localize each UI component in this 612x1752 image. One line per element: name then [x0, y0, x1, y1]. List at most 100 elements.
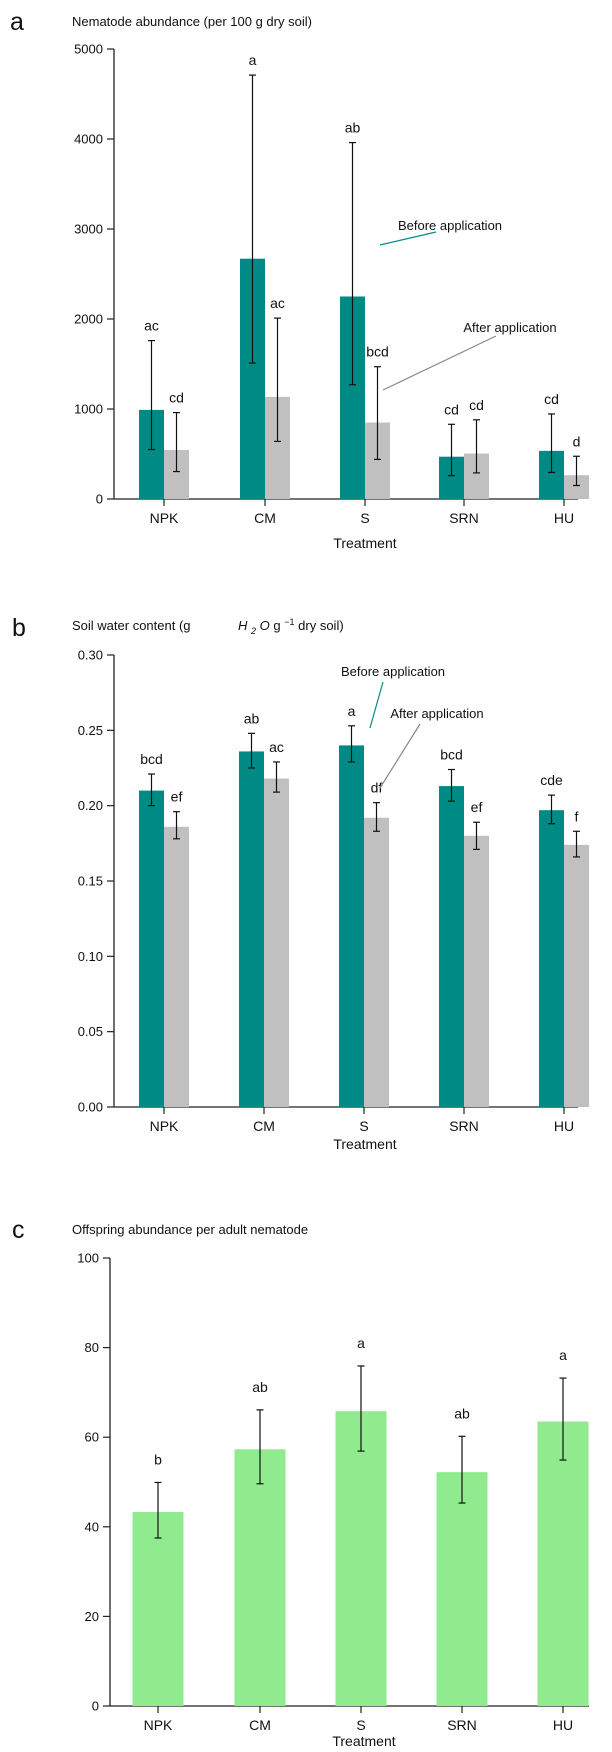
x-tick-label: CM: [254, 510, 276, 526]
y-tick-label: 0: [92, 1699, 99, 1714]
panel-a-title: Nematode abundance (per 100 g dry soil): [72, 14, 312, 29]
bar: [339, 745, 364, 1107]
y-tick-label: 0.25: [78, 723, 103, 738]
significance-letter: bcd: [140, 751, 163, 767]
y-tick-label: 60: [85, 1430, 99, 1445]
x-tick-label: SRN: [447, 1717, 477, 1733]
significance-letter: a: [348, 703, 356, 719]
bar: [436, 1472, 488, 1706]
x-tick-label: HU: [553, 1717, 573, 1733]
panel-b-title: Soil water content (g H 2 O g −1 dry soi…: [72, 613, 344, 637]
y-tick-label: 1000: [74, 402, 103, 417]
x-tick-label: SRN: [449, 510, 479, 526]
annotation-callout-line: [379, 231, 437, 246]
panel-c-plot: 0 20 40 60 80 100 NPK CM S SRN HU b ab a ab a: [77, 1251, 589, 1733]
y-tick-label: 40: [85, 1519, 99, 1534]
y-tick-label: 0.10: [78, 949, 103, 964]
panel-b-title-formula-tail: O: [260, 618, 270, 633]
significance-letter: a: [249, 52, 257, 68]
panel-b-xlabel: Treatment: [333, 1136, 396, 1152]
significance-letter: ac: [270, 295, 285, 311]
significance-letter: cd: [169, 390, 184, 406]
annotation-callout-line: [379, 723, 421, 789]
y-tick-label: 80: [85, 1340, 99, 1355]
panel-b-plot: 0.00 0.05 0.10 0.15 0.20 0.25 0.30 NPK CM S SRN HU b…: [78, 648, 589, 1134]
y-tick-label: 0.00: [78, 1100, 103, 1115]
bar: [464, 835, 489, 1107]
bar: [139, 790, 164, 1107]
x-tick-label: NPK: [150, 510, 179, 526]
significance-letter: ab: [244, 710, 260, 726]
panel-b-title-unit: g: [273, 618, 280, 633]
significance-letter: ac: [144, 318, 159, 334]
y-tick-label: 3000: [74, 222, 103, 237]
panel-c-label: c: [12, 1216, 25, 1244]
significance-letter: bcd: [440, 747, 463, 763]
panel-a: a Nematode abundance (per 100 g dry soil…: [10, 8, 589, 551]
significance-letter: bcd: [366, 344, 389, 360]
y-tick-label: 5000: [74, 42, 103, 57]
significance-letter: a: [559, 1347, 567, 1363]
panel-c-xlabel: Treatment: [332, 1733, 395, 1749]
bar: [239, 751, 264, 1107]
panel-b-title-exponent: −1: [284, 617, 294, 627]
x-tick-label: S: [356, 1717, 365, 1733]
bar: [234, 1449, 286, 1706]
y-tick-label: 0: [96, 492, 103, 507]
panel-b-title-formula: H: [238, 618, 248, 633]
panel-b-annotation-before: Before application: [341, 664, 445, 679]
y-tick-label: 0.20: [78, 798, 103, 813]
x-tick-label: S: [359, 1118, 368, 1134]
bar: [564, 844, 589, 1107]
significance-letter: cd: [444, 401, 459, 417]
panel-b-label: b: [12, 614, 26, 642]
x-tick-label: HU: [554, 510, 574, 526]
x-tick-label: HU: [554, 1118, 574, 1134]
significance-letter: a: [357, 1335, 365, 1351]
significance-letter: ab: [454, 1405, 470, 1421]
panel-b: b Soil water content (g H 2 O g −1 dry s…: [12, 613, 589, 1152]
x-tick-label: NPK: [144, 1717, 173, 1733]
bar: [539, 810, 564, 1107]
panel-a-annotation-before: Before application: [398, 218, 502, 233]
panel-b-annotation-after: After application: [390, 706, 483, 721]
significance-letter: d: [573, 433, 581, 449]
x-tick-label: NPK: [150, 1118, 179, 1134]
bar: [537, 1421, 589, 1706]
x-tick-label: S: [360, 510, 369, 526]
significance-letter: ef: [171, 789, 183, 805]
y-tick-label: 20: [85, 1609, 99, 1624]
panel-b-title-end: dry soil): [298, 618, 344, 633]
bar: [439, 786, 464, 1107]
y-tick-label: 2000: [74, 312, 103, 327]
annotation-callout-line: [382, 335, 497, 391]
panel-a-annotation-after: After application: [463, 320, 556, 335]
significance-letter: ab: [345, 120, 361, 136]
y-tick-label: 4000: [74, 132, 103, 147]
bar: [164, 826, 189, 1107]
panel-c: c Offspring abundance per adult nematode…: [12, 1216, 589, 1749]
panel-a-xlabel: Treatment: [333, 535, 396, 551]
significance-letter: ac: [269, 739, 284, 755]
y-tick-label: 0.05: [78, 1024, 103, 1039]
significance-letter: cd: [544, 391, 559, 407]
annotation-callout-line: [369, 681, 384, 729]
y-tick-label: 100: [77, 1251, 99, 1266]
x-tick-label: CM: [249, 1717, 271, 1733]
bar: [335, 1411, 387, 1706]
panel-b-title-prefix: Soil water content (g: [72, 618, 191, 633]
significance-letter: ab: [252, 1379, 268, 1395]
significance-letter: cde: [540, 772, 563, 788]
bar: [132, 1512, 184, 1706]
x-tick-label: CM: [253, 1118, 275, 1134]
significance-letter: b: [154, 1451, 162, 1467]
significance-letter: f: [575, 808, 579, 824]
bar: [564, 475, 589, 499]
significance-letter: cd: [469, 397, 484, 413]
bar: [364, 817, 389, 1107]
significance-letter: df: [371, 780, 383, 796]
y-tick-label: 0.15: [78, 874, 103, 889]
significance-letter: ef: [471, 799, 483, 815]
panel-a-label: a: [10, 8, 24, 36]
